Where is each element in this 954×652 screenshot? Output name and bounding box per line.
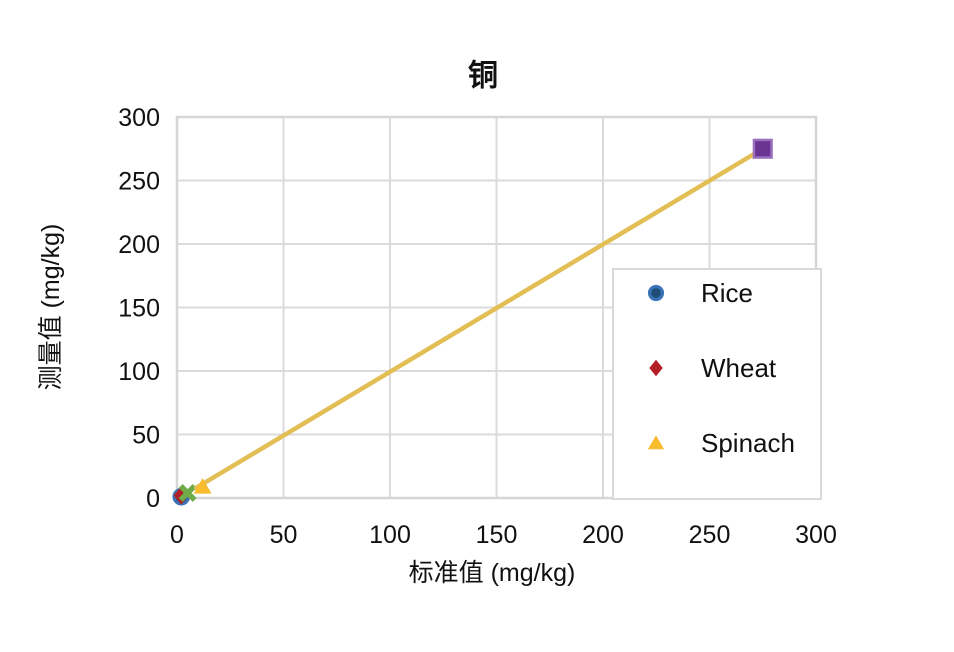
y-tick-label: 150 (118, 294, 160, 322)
x-tick-label: 100 (369, 521, 411, 549)
data-point-unlabeled-green-x (178, 483, 197, 502)
x-tick-label: 250 (689, 521, 731, 549)
trendline (193, 146, 765, 491)
y-tick-label: 50 (132, 421, 160, 449)
y-tick-label: 100 (118, 358, 160, 386)
x-tick-label: 0 (170, 521, 184, 549)
y-axis-title: 测量值 (mg/kg) (37, 224, 65, 391)
legend-label-spinach: Spinach (701, 428, 795, 458)
legend-marker-wheat-icon (649, 359, 663, 377)
legend-marker-spinach-icon (647, 435, 665, 450)
data-points-layer (172, 138, 773, 506)
x-tick-label: 50 (270, 521, 298, 549)
x-tick-label: 150 (476, 521, 518, 549)
y-tick-label: 0 (146, 485, 160, 513)
y-tick-label: 200 (118, 231, 160, 259)
y-tick-label: 250 (118, 167, 160, 195)
x-axis-title: 标准值 (mg/kg) (409, 559, 576, 587)
y-tick-label: 300 (118, 104, 160, 132)
legend-marker-rice-icon (647, 284, 665, 302)
data-point-spinach (193, 478, 212, 494)
y-axis-tick-labels: 0 50 100 150 200 250 300 (118, 104, 160, 513)
legend-label-rice: Rice (701, 278, 753, 308)
data-point-unlabeled-purple-square (752, 138, 773, 159)
x-tick-label: 300 (795, 521, 837, 549)
chart-title: 铜 (468, 60, 498, 93)
x-tick-label: 200 (582, 521, 624, 549)
legend: Rice Wheat Spinach (612, 268, 822, 500)
legend-box (612, 268, 822, 500)
x-axis-tick-labels: 0 50 100 150 200 250 300 (170, 521, 837, 549)
legend-label-wheat: Wheat (701, 353, 777, 383)
